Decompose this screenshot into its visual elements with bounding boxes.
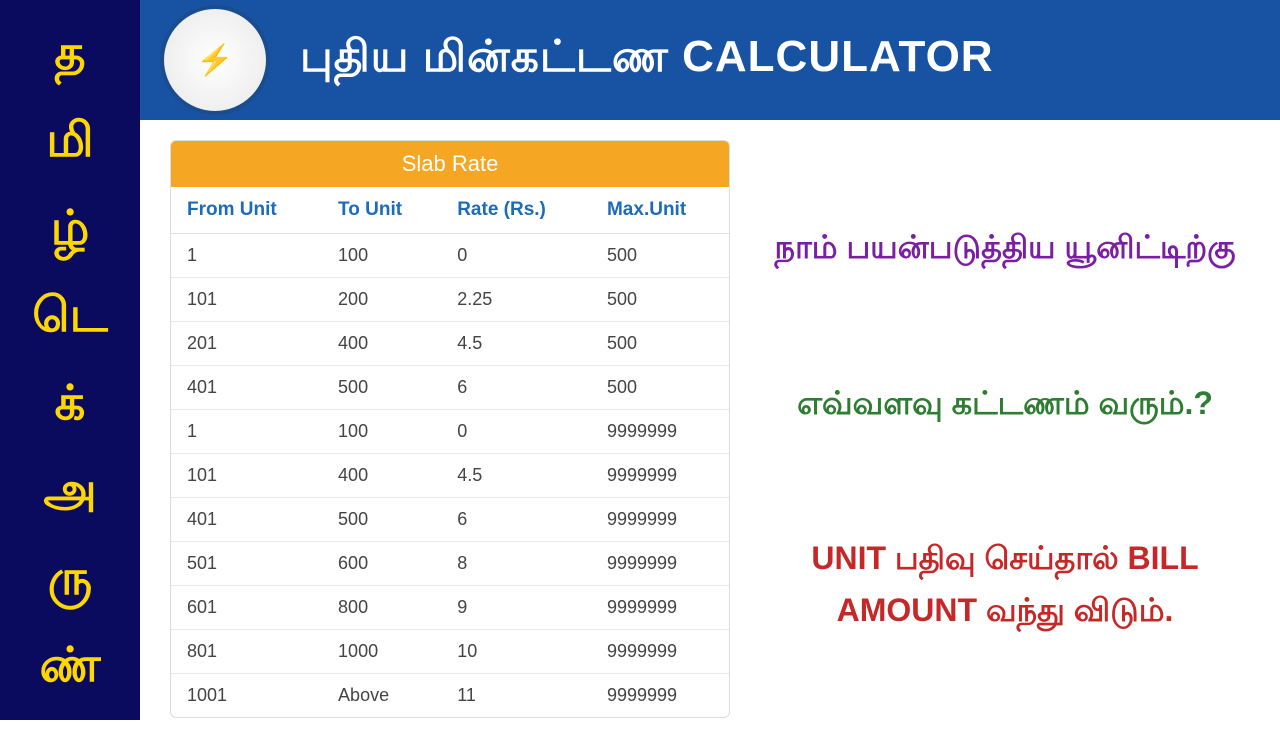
col-from-unit: From Unit (171, 187, 322, 234)
sidebar-char-6: ரு (48, 555, 92, 603)
table-cell: 101 (171, 278, 322, 322)
tneb-logo: ⚡ (160, 5, 270, 115)
table-cell: 601 (171, 586, 322, 630)
info-line-1: நாம் பயன்படுத்திய யூனிட்டிற்கு (770, 222, 1240, 273)
table-cell: Above (322, 674, 441, 718)
table-row: 4015006500 (171, 366, 729, 410)
sidebar-char-3: டெ (32, 292, 108, 340)
sidebar-char-7: ண் (39, 642, 100, 690)
table-header-row: From Unit To Unit Rate (Rs.) Max.Unit (171, 187, 729, 234)
table-cell: 501 (171, 542, 322, 586)
table-row: 1001Above119999999 (171, 674, 729, 718)
table-cell: 400 (322, 454, 441, 498)
slab-rate-table: From Unit To Unit Rate (Rs.) Max.Unit 11… (171, 187, 729, 717)
table-cell: 9999999 (591, 674, 729, 718)
table-row: 1012002.25500 (171, 278, 729, 322)
sidebar-char-4: க் (55, 380, 86, 428)
content-area: Slab Rate From Unit To Unit Rate (Rs.) M… (140, 120, 1280, 738)
page-title: புதிய மின்கட்டண CALCULATOR (300, 32, 994, 88)
table-row: 40150069999999 (171, 498, 729, 542)
table-cell: 401 (171, 498, 322, 542)
info-section: நாம் பயன்படுத்திய யூனிட்டிற்கு எவ்வளவு க… (760, 140, 1250, 718)
info-line-2: எவ்வளவு கட்டணம் வரும்.? (770, 378, 1240, 429)
table-cell: 100 (322, 234, 441, 278)
table-cell: 500 (322, 498, 441, 542)
table-cell: 500 (591, 278, 729, 322)
table-cell: 1001 (171, 674, 322, 718)
table-cell: 6 (441, 498, 591, 542)
table-cell: 800 (322, 586, 441, 630)
col-to-unit: To Unit (322, 187, 441, 234)
table-cell: 1 (171, 234, 322, 278)
table-cell: 500 (591, 234, 729, 278)
table-cell: 0 (441, 234, 591, 278)
table-cell: 9999999 (591, 498, 729, 542)
tower-icon: ⚡ (196, 43, 233, 78)
table-cell: 9999999 (591, 454, 729, 498)
sidebar-char-2: ழ் (51, 205, 90, 253)
table-cell: 4.5 (441, 454, 591, 498)
table-cell: 500 (591, 322, 729, 366)
table-row: 60180099999999 (171, 586, 729, 630)
table-row: 1014004.59999999 (171, 454, 729, 498)
table-cell: 500 (591, 366, 729, 410)
col-max-unit: Max.Unit (591, 187, 729, 234)
table-cell: 500 (322, 366, 441, 410)
table-cell: 9999999 (591, 410, 729, 454)
table-cell: 1 (171, 410, 322, 454)
table-cell: 100 (322, 410, 441, 454)
table-section: Slab Rate From Unit To Unit Rate (Rs.) M… (170, 140, 730, 718)
table-cell: 2.25 (441, 278, 591, 322)
table-cell: 9999999 (591, 630, 729, 674)
table-cell: 10 (441, 630, 591, 674)
table-cell: 8 (441, 542, 591, 586)
table-cell: 9 (441, 586, 591, 630)
table-cell: 401 (171, 366, 322, 410)
col-rate: Rate (Rs.) (441, 187, 591, 234)
table-cell: 400 (322, 322, 441, 366)
table-row: 2014004.5500 (171, 322, 729, 366)
table-row: 11000500 (171, 234, 729, 278)
sidebar: த மி ழ் டெ க் அ ரு ண் (0, 0, 140, 720)
table-cell: 9999999 (591, 542, 729, 586)
table-cell: 6 (441, 366, 591, 410)
sidebar-char-1: மி (46, 117, 93, 165)
table-cell: 200 (322, 278, 441, 322)
table-row: 50160089999999 (171, 542, 729, 586)
table-row: 110009999999 (171, 410, 729, 454)
slab-rate-table-container: Slab Rate From Unit To Unit Rate (Rs.) M… (170, 140, 730, 718)
table-cell: 9999999 (591, 586, 729, 630)
table-row: 8011000109999999 (171, 630, 729, 674)
info-line-3: UNIT பதிவு செய்தால் BILL AMOUNT வந்து வி… (770, 533, 1240, 635)
table-cell: 801 (171, 630, 322, 674)
sidebar-char-5: அ (43, 467, 96, 515)
table-cell: 1000 (322, 630, 441, 674)
sidebar-char-0: த (54, 30, 85, 78)
table-cell: 201 (171, 322, 322, 366)
main-content: ⚡ புதிய மின்கட்டண CALCULATOR Slab Rate F… (140, 0, 1280, 720)
header: ⚡ புதிய மின்கட்டண CALCULATOR (140, 0, 1280, 120)
table-cell: 4.5 (441, 322, 591, 366)
table-cell: 600 (322, 542, 441, 586)
table-cell: 0 (441, 410, 591, 454)
table-title: Slab Rate (171, 141, 729, 187)
table-cell: 101 (171, 454, 322, 498)
table-cell: 11 (441, 674, 591, 718)
